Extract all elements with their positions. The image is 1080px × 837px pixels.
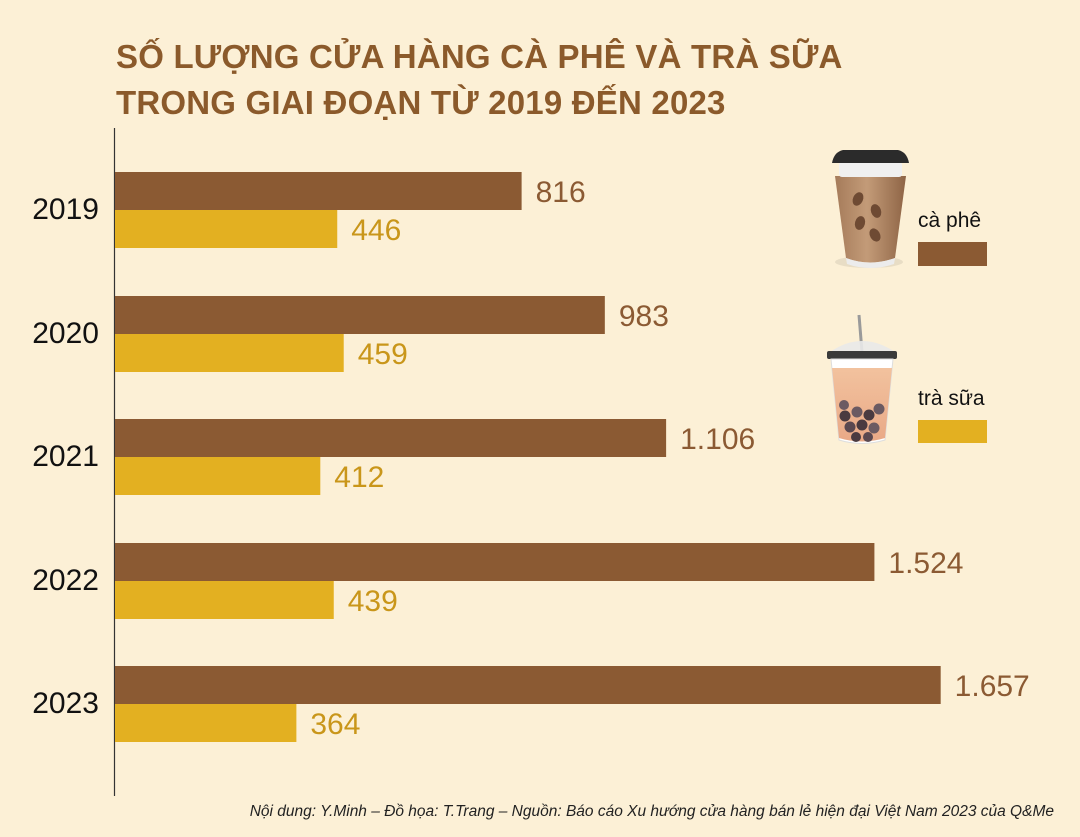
category-label-2023: 2023 xyxy=(32,687,99,720)
value-label-coffee-2023: 1.657 xyxy=(955,670,1030,703)
category-labels: 2019 2020 2021 2022 2023 xyxy=(32,193,99,720)
bar-coffee-2019 xyxy=(115,172,522,210)
legend-label-coffee: cà phê xyxy=(918,209,981,232)
value-label-coffee-2021: 1.106 xyxy=(680,423,755,456)
bars-group xyxy=(115,172,941,742)
legend-swatch-milk-tea xyxy=(918,420,987,443)
chart-title: SỐ LƯỢNG CỬA HÀNG CÀ PHÊ VÀ TRÀ SỮA TRON… xyxy=(116,34,843,126)
bubble-tea-icon xyxy=(827,314,897,444)
coffee-cup-icon xyxy=(832,150,909,268)
value-label-milk-tea-2019: 446 xyxy=(351,214,401,247)
legend-label-milk-tea: trà sữa xyxy=(918,387,985,410)
category-label-2021: 2021 xyxy=(32,440,99,473)
bar-milk-tea-2021 xyxy=(115,457,321,495)
bar-coffee-2020 xyxy=(115,296,605,334)
bar-coffee-2023 xyxy=(115,666,941,704)
legend-item-milk-tea: trà sữa xyxy=(827,314,987,444)
bar-milk-tea-2020 xyxy=(115,334,344,372)
bar-coffee-2022 xyxy=(115,543,875,581)
category-label-2022: 2022 xyxy=(32,564,99,597)
bar-milk-tea-2023 xyxy=(115,704,297,742)
bar-milk-tea-2019 xyxy=(115,210,338,248)
chart-title-line-1: SỐ LƯỢNG CỬA HÀNG CÀ PHÊ VÀ TRÀ SỮA xyxy=(116,38,843,75)
legend-item-coffee: cà phê xyxy=(832,150,987,268)
category-label-2019: 2019 xyxy=(32,193,99,226)
value-labels: 816 446 983 459 1.106 412 1.524 439 1.657 364 xyxy=(310,176,1029,741)
value-label-milk-tea-2023: 364 xyxy=(310,708,360,741)
category-label-2020: 2020 xyxy=(32,317,99,350)
value-label-milk-tea-2020: 459 xyxy=(358,338,408,371)
source-credit: Nội dung: Y.Minh – Đồ họa: T.Trang – Ngu… xyxy=(249,803,1054,820)
value-label-coffee-2019: 816 xyxy=(536,176,586,209)
value-label-milk-tea-2021: 412 xyxy=(334,461,384,494)
value-label-coffee-2022: 1.524 xyxy=(888,547,963,580)
bar-coffee-2021 xyxy=(115,419,667,457)
value-label-coffee-2020: 983 xyxy=(619,300,669,333)
legend-swatch-coffee xyxy=(918,242,987,266)
chart-title-line-2: TRONG GIAI ĐOẠN TỪ 2019 ĐẾN 2023 xyxy=(116,84,726,121)
value-label-milk-tea-2022: 439 xyxy=(348,585,398,618)
bar-milk-tea-2022 xyxy=(115,581,334,619)
